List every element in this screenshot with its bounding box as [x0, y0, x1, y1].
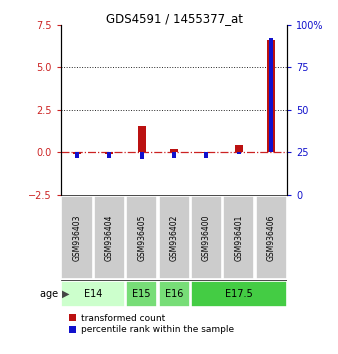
Legend: transformed count, percentile rank within the sample: transformed count, percentile rank withi…: [65, 310, 237, 338]
Text: ▶: ▶: [62, 289, 69, 299]
Bar: [159, 196, 190, 279]
Bar: [172, 153, 176, 158]
Text: GSM936400: GSM936400: [202, 214, 211, 261]
Bar: [191, 281, 287, 307]
Bar: [75, 153, 79, 158]
Bar: [138, 126, 146, 153]
Text: age: age: [40, 289, 62, 299]
Bar: [204, 153, 209, 158]
Bar: [73, 153, 81, 154]
Bar: [94, 196, 125, 279]
Text: GSM936402: GSM936402: [170, 214, 178, 261]
Text: E17.5: E17.5: [225, 289, 252, 299]
Text: GSM936401: GSM936401: [234, 214, 243, 261]
Text: GSM936406: GSM936406: [267, 214, 275, 261]
Text: GSM936404: GSM936404: [105, 214, 114, 261]
Bar: [267, 40, 275, 153]
Bar: [237, 153, 241, 154]
Bar: [269, 38, 273, 153]
Bar: [191, 196, 222, 279]
Bar: [107, 153, 112, 158]
Bar: [256, 196, 287, 279]
Bar: [170, 149, 178, 153]
Bar: [223, 196, 254, 279]
Text: E16: E16: [165, 289, 183, 299]
Bar: [62, 196, 93, 279]
Bar: [62, 281, 125, 307]
Text: GSM936403: GSM936403: [73, 214, 81, 261]
Text: E15: E15: [132, 289, 151, 299]
Bar: [159, 281, 190, 307]
Text: GSM936405: GSM936405: [137, 214, 146, 261]
Bar: [126, 281, 157, 307]
Bar: [235, 145, 243, 153]
Bar: [126, 196, 157, 279]
Text: E14: E14: [84, 289, 102, 299]
Bar: [105, 153, 114, 154]
Bar: [140, 153, 144, 159]
Title: GDS4591 / 1455377_at: GDS4591 / 1455377_at: [105, 12, 243, 25]
